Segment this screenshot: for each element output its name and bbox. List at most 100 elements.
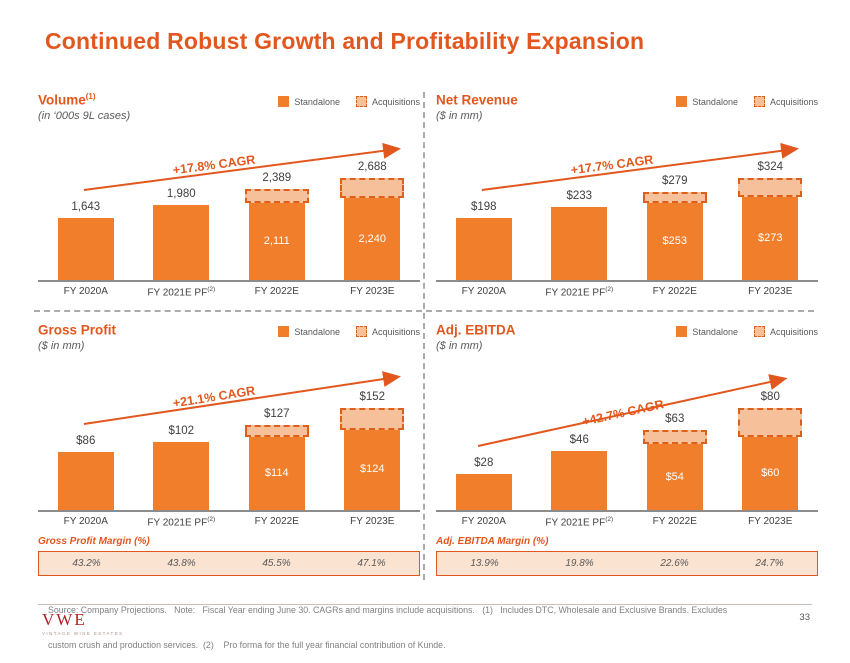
bar-total-label: 2,688	[357, 161, 387, 173]
legend-label-standalone: Standalone	[692, 326, 738, 337]
x-axis-label: FY 2021E PF(2)	[147, 516, 216, 529]
net-revenue-chart: Net Revenue ($ in mm) Standalone Acquisi…	[436, 92, 818, 298]
chart-subtitle: ($ in mm)	[436, 109, 483, 122]
acquisitions-bar	[340, 178, 405, 198]
x-axis-line	[436, 510, 818, 512]
adj-ebitda-margin-box: 13.9% 19.8% 22.6% 24.7%	[436, 551, 818, 577]
bar-total-label: $324	[757, 161, 784, 173]
x-axis-label: FY 2023E	[748, 286, 793, 297]
adj-ebitda-chart: Adj. EBITDA ($ in mm) Standalone Acquisi…	[436, 322, 818, 577]
adj-ebitda-margin-label: Adj. EBITDA Margin (%)	[436, 536, 549, 548]
legend-item-standalone: Standalone	[278, 96, 340, 107]
acquisitions-swatch-icon	[355, 326, 367, 337]
margin-value: 45.5%	[262, 558, 291, 570]
margin-value: 43.8%	[167, 558, 196, 570]
legend-item-acquisitions: Acquisitions	[355, 96, 420, 107]
vwe-logo: VWE VINTAGE WINE ESTATES	[42, 610, 124, 636]
bar-slot: $233	[532, 134, 628, 280]
bar-slot: $86	[38, 364, 134, 510]
acquisitions-bar	[738, 178, 803, 198]
bar-total-label: 2,389	[262, 172, 292, 185]
legend-label-standalone: Standalone	[294, 96, 340, 107]
bar-slot: $46	[532, 364, 628, 510]
standalone-bar	[551, 206, 608, 280]
x-axis-label: FY 2023E	[350, 286, 395, 297]
margin-value: 22.6%	[660, 558, 689, 570]
chart-header: Volume(1) (in ‘000s 9L cases) Standalone…	[38, 92, 420, 134]
chart-title: Net Revenue	[436, 92, 818, 108]
margin-value: 13.9%	[470, 558, 499, 570]
bar-slot: $253 $279	[627, 134, 723, 280]
x-axis-label: FY 2020A	[461, 516, 506, 527]
gross-profit-margin-box: 43.2% 43.8% 45.5% 47.1%	[38, 551, 420, 577]
chart-subtitle: ($ in mm)	[38, 339, 85, 352]
standalone-bar	[153, 441, 210, 510]
x-axis-line	[38, 280, 420, 282]
standalone-bar	[57, 452, 114, 510]
bar-slot: $124 $152	[325, 364, 421, 510]
bar-inner-label: $273	[758, 232, 783, 244]
legend-label-standalone: Standalone	[294, 326, 340, 337]
adj-ebitda-plot-area: +42.7% CAGR $28 $46 $54 $63 $60 $80	[436, 364, 818, 510]
bars-group: 1,643 1,980 2,111 2,389 2,240 2,688	[38, 134, 420, 280]
margin-value: 19.8%	[565, 558, 594, 570]
gross-profit-margin-label: Gross Profit Margin (%)	[38, 536, 150, 548]
standalone-bar	[57, 217, 114, 280]
standalone-bar	[551, 451, 608, 510]
volume-chart: Volume(1) (in ‘000s 9L cases) Standalone…	[38, 92, 420, 298]
x-axis-labels: FY 2020A FY 2021E PF(2) FY 2022E FY 2023E	[436, 516, 818, 528]
bar-total-label: $63	[665, 412, 685, 425]
chart-subtitle: (in ‘000s 9L cases)	[38, 109, 131, 122]
chart-title: Adj. EBITDA	[436, 322, 818, 338]
chart-title: Volume(1)	[38, 92, 420, 108]
chart-title-text: Net Revenue	[436, 92, 518, 108]
chart-title-text: Adj. EBITDA	[436, 322, 516, 338]
bar-inner-label: $60	[761, 466, 780, 479]
chart-title-text: Gross Profit	[38, 322, 117, 338]
bar-slot: $60 $80	[723, 364, 819, 510]
margin-value: 24.7%	[755, 558, 784, 570]
gross-profit-plot-area: +21.1% CAGR $86 $102 $114 $127 $124 $152	[38, 364, 420, 510]
bar-total-label: $152	[359, 391, 386, 403]
standalone-bar	[742, 433, 799, 510]
footnote: Source: Company Projections. Note: Fisca…	[48, 582, 808, 663]
bar-total-label: $28	[474, 457, 494, 470]
bar-slot: 2,111 2,389	[229, 134, 325, 280]
net-revenue-plot-area: +17.7% CAGR $198 $233 $253 $279 $273 $324	[436, 134, 818, 280]
bar-inner-label: $124	[360, 463, 385, 476]
legend: Standalone Acquisitions	[676, 326, 818, 337]
bar-total-label: $233	[566, 189, 593, 202]
bar-total-label: $102	[168, 424, 195, 437]
cagr-arrow	[477, 374, 788, 447]
legend-label-acquisitions: Acquisitions	[371, 326, 420, 337]
x-axis-label: FY 2022E	[652, 286, 697, 297]
legend-item-standalone: Standalone	[676, 326, 738, 337]
bar-total-label: $127	[263, 407, 290, 420]
acquisitions-bar	[738, 408, 803, 437]
bar-slot: $114 $127	[229, 364, 325, 510]
bars-group: $86 $102 $114 $127 $124 $152	[38, 364, 420, 510]
bar-slot: $102	[134, 364, 230, 510]
standalone-bar	[742, 194, 799, 280]
x-axis-label: FY 2021E PF(2)	[147, 286, 216, 299]
x-axis-label: FY 2023E	[748, 516, 793, 527]
chart-header: Gross Profit ($ in mm) Standalone Acquis…	[38, 322, 420, 364]
cagr-arrow	[83, 371, 402, 425]
margin-value: 43.2%	[72, 558, 101, 570]
x-axis-label: FY 2020A	[63, 286, 108, 297]
bars-group: $198 $233 $253 $279 $273 $324	[436, 134, 818, 280]
bar-inner-label: 2,240	[358, 232, 387, 245]
standalone-swatch-icon	[278, 96, 290, 107]
footnote-line-2: custom crush and production services. (2…	[48, 639, 446, 650]
standalone-bar	[646, 441, 703, 510]
bar-total-label: $46	[569, 434, 589, 447]
acquisitions-bar	[642, 192, 707, 204]
x-axis-labels: FY 2020A FY 2021E PF(2) FY 2022E FY 2023E	[436, 286, 818, 298]
standalone-bar	[344, 195, 401, 280]
acquisitions-bar	[244, 424, 309, 437]
x-axis-line	[436, 280, 818, 282]
bar-total-label: 1,643	[71, 200, 101, 213]
bar-total-label: $279	[661, 175, 688, 188]
chart-header: Net Revenue ($ in mm) Standalone Acquisi…	[436, 92, 818, 134]
x-axis-line	[38, 510, 420, 512]
